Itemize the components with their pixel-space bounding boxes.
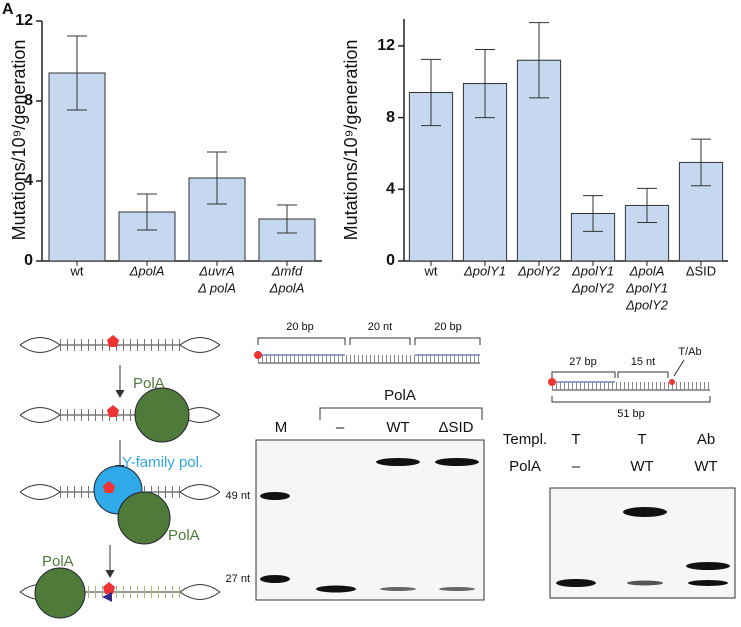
x-tick-label: ΔpolY2 [517,263,561,278]
x-tick-label: ΔpolY1 [571,263,614,278]
construct-e [548,359,711,403]
y-tick-label: 12 [377,37,395,54]
lane-label: T [571,431,580,448]
repair-diagram [19,335,221,619]
construct-label: 27 bp [569,356,597,368]
y-axis-label: Mutations/10⁹/generation [9,40,29,241]
y-tick-label: 4 [24,172,33,189]
error-bar [137,193,157,231]
lane-label: M [275,419,288,436]
x-tick-label: wt [424,263,438,278]
error-bar [67,35,87,111]
x-tick-label: ΔpolY2 [625,297,669,312]
lane-label: WT [386,419,409,436]
construct-label: 15 nt [631,356,655,368]
y-tick-label: 8 [386,109,395,126]
row-label: PolA [509,458,541,475]
diagram-label: PolA [42,553,74,570]
lane-label: WT [694,458,717,475]
x-tick-label: ΔpolY2 [571,280,615,295]
construct-label: 20 bp [286,321,314,333]
construct-label: 20 bp [434,321,462,333]
construct-label: T/Ab [678,346,701,358]
marker-label: 49 nt [226,490,250,502]
y-tick-label: 4 [386,181,395,198]
x-tick-label: wt [70,263,84,278]
error-bar [637,187,657,223]
y-tick-label: 0 [24,252,33,269]
y-tick-label: 0 [386,252,395,269]
x-tick-label: ΔpolY1 [463,263,506,278]
x-tick-label: ΔpolA [269,280,305,295]
lane-label: Ab [697,431,715,448]
marker-label: 27 nt [226,573,250,585]
error-bar [691,138,711,187]
x-tick-label: ΔpolA [129,263,165,278]
gel [255,439,485,601]
x-tick-label: ΔpolY1 [625,280,668,295]
lane-label: T [637,431,646,448]
lane-label: WT [630,458,653,475]
gel-bands [556,507,730,587]
diagram-label: PolA [133,375,165,392]
panel-letter: A [2,1,14,18]
error-bar [475,48,495,119]
x-tick-label: ΔpolA [629,263,665,278]
error-bar [277,204,297,234]
y-axis-label: Mutations/10⁹/generation [341,40,361,241]
row-label: Templ. [503,431,547,448]
error-bar [583,195,603,232]
diagram-label: Y-family pol. [122,454,203,471]
x-tick-label: ΔSID [686,263,716,278]
lane-label: – [336,419,345,436]
gel-header: PolA [384,387,416,404]
error-bar [529,22,549,99]
x-tick-label: Δ polA [197,280,236,295]
lane-label: – [572,458,581,475]
x-tick-label: ΔuvrA [198,263,234,278]
y-tick-label: 8 [24,92,33,109]
error-bar [421,58,441,127]
diagram-label: PolA [168,527,200,544]
gel-bands [260,458,479,593]
y-tick-label: 12 [15,12,33,29]
construct-d [254,337,483,420]
construct-label: 20 nt [368,321,392,333]
construct-label: 51 bp [617,408,645,420]
x-tick-label: Δmfd [271,263,303,278]
lane-label: ΔSID [438,419,473,436]
error-bar [207,151,227,205]
